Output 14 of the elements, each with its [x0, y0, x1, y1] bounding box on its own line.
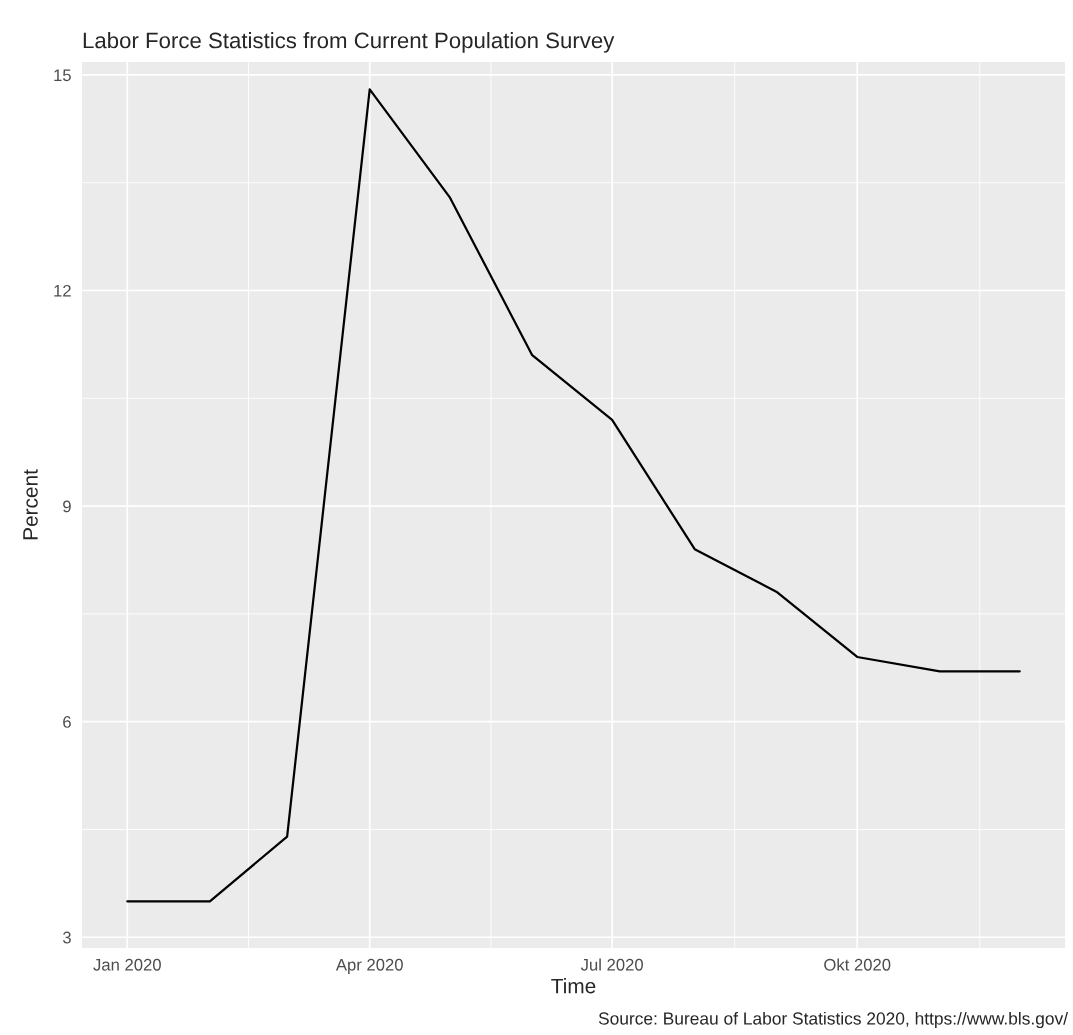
x-tick-label: Jan 2020 — [93, 958, 161, 971]
y-tick-label: 6 — [63, 716, 71, 728]
y-tick-label: 3 — [62, 931, 71, 944]
source-note: Source: Bureau of Labor Statistics 2020, https://www.bls.gov/ — [598, 1011, 1069, 1029]
x-axis-title: Time — [551, 978, 596, 994]
x-tick-label: Jul 2020 — [580, 958, 643, 971]
chart-title: Labor Force Statistics from Current Population Survey — [83, 32, 615, 53]
y-tick-label: 9 — [63, 500, 71, 513]
y-tick-label: 15 — [54, 69, 71, 82]
y-axis-title: Percent — [23, 469, 38, 540]
x-tick-label: Apr 2020 — [335, 958, 403, 974]
x-tick-label: Okt 2020 — [824, 958, 891, 971]
line-series — [126, 88, 1021, 903]
y-tick-label: 12 — [54, 284, 71, 297]
